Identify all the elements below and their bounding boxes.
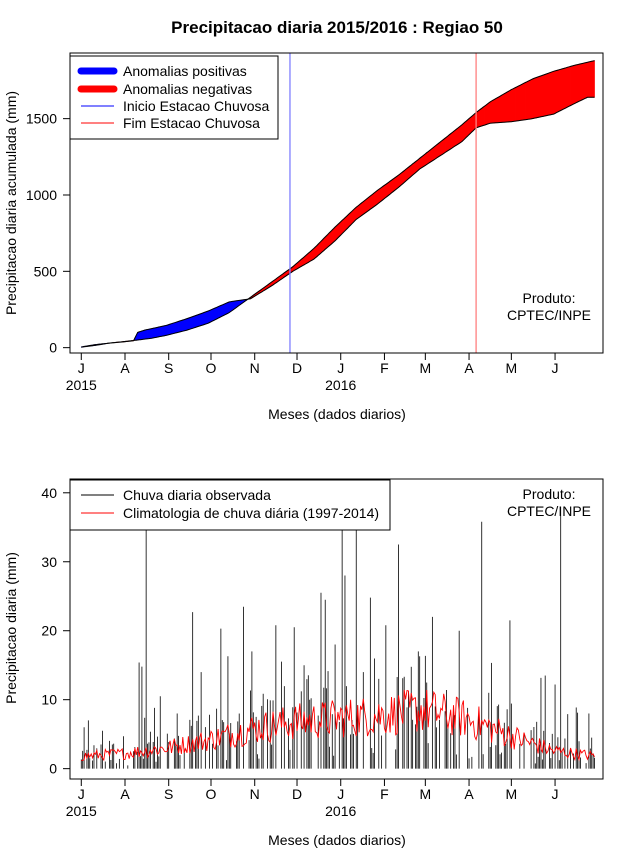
y-axis: 0 10 20 30 40 (41, 485, 70, 777)
product-label-line1: Produto: (523, 486, 576, 502)
y-tick-label: 0 (49, 761, 57, 777)
chart-title: Precipitacao diaria 2015/2016 : Regiao 5… (171, 18, 503, 37)
x-tick-label: J (552, 786, 559, 802)
year-label: 2016 (325, 377, 356, 393)
x-tick-label: O (206, 786, 217, 802)
x-tick-label: F (380, 786, 389, 802)
x-tick-label: M (419, 786, 431, 802)
x-tick-label: J (552, 360, 559, 376)
x-tick-label: D (292, 786, 302, 802)
legend: Chuva diaria observada Climatologia de c… (69, 479, 391, 531)
year-label: 2015 (66, 803, 97, 819)
x-tick-label: A (464, 786, 474, 802)
y-tick-label: 0 (49, 340, 57, 356)
y-axis-label: Precipitacao diaria acumulada (mm) (3, 91, 19, 315)
y-axis: 0 500 1000 1500 (26, 111, 70, 356)
x-tick-label: A (120, 786, 130, 802)
year-label: 2016 (325, 803, 356, 819)
y-tick-label: 40 (41, 485, 57, 501)
legend-label-end: Fim Estacao Chuvosa (123, 115, 260, 131)
x-tick-label: F (380, 360, 389, 376)
x-axis-label: Meses (dados diarios) (268, 832, 406, 848)
legend-label-negative: Anomalias negativas (123, 81, 252, 97)
x-tick-label: D (292, 360, 302, 376)
y-axis-label: Precipitacao diaria (mm) (3, 552, 19, 704)
legend-label-positive: Anomalias positivas (123, 63, 247, 79)
x-tick-label: J (78, 786, 85, 802)
y-tick-label: 1500 (26, 111, 57, 127)
climatology-daily-line (81, 689, 595, 762)
x-axis-label: Meses (dados diarios) (268, 406, 406, 422)
legend-label-observed: Chuva diaria observada (123, 487, 271, 503)
y-tick-label: 30 (41, 554, 57, 570)
climatology-cumulative-line (81, 60, 595, 348)
x-tick-label: A (120, 360, 130, 376)
y-tick-label: 10 (41, 692, 57, 708)
product-label-line2: CPTEC/INPE (507, 503, 591, 519)
product-label-line1: Produto: (523, 290, 576, 306)
legend-label-start: Inicio Estacao Chuvosa (123, 98, 270, 114)
x-tick-label: M (506, 786, 518, 802)
x-tick-label: J (337, 786, 344, 802)
negative-anomaly-fill (592, 60, 595, 98)
legend: Anomalias positivas Anomalias negativas … (69, 55, 279, 140)
x-tick-label: S (164, 360, 173, 376)
observed-cumulative-line (81, 96, 595, 348)
x-tick-label: O (206, 360, 217, 376)
x-tick-label: N (250, 360, 260, 376)
x-tick-label: J (337, 360, 344, 376)
x-tick-label: M (419, 360, 431, 376)
legend-label-climatology: Climatologia de chuva diária (1997-2014) (123, 505, 379, 521)
y-tick-label: 20 (41, 623, 57, 639)
plot-frame (69, 478, 604, 780)
y-tick-label: 500 (34, 263, 58, 279)
x-tick-label: N (250, 786, 260, 802)
x-tick-label: M (506, 360, 518, 376)
y-tick-label: 1000 (26, 187, 57, 203)
plot-frame (69, 52, 604, 354)
product-label-line2: CPTEC/INPE (507, 307, 591, 323)
year-label: 2015 (66, 377, 97, 393)
x-tick-label: J (78, 360, 85, 376)
x-tick-label: S (164, 786, 173, 802)
x-tick-label: A (464, 360, 474, 376)
legend-box (69, 479, 391, 531)
